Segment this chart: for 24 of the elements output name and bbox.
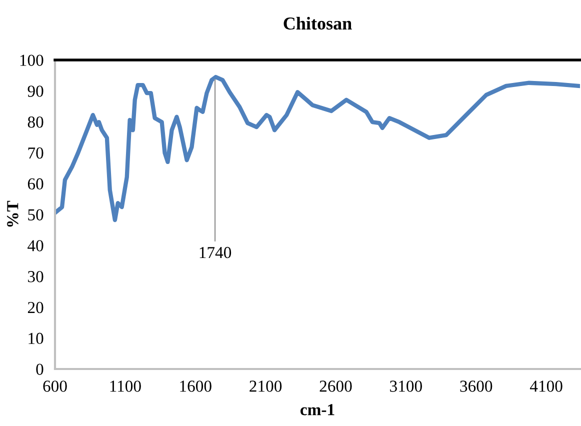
x-tick-label: 3100 (390, 380, 422, 392)
y-tick-label: 90 (28, 86, 44, 97)
y-tick-label: 0 (36, 364, 44, 375)
x-tick-label: 4100 (530, 380, 562, 392)
y-tick-label: 10 (28, 332, 44, 344)
x-axis-title: cm-1 (300, 404, 334, 416)
y-tick-label: 70 (28, 147, 44, 159)
x-tick-label: 2100 (250, 380, 282, 392)
y-tick-label: 80 (28, 116, 44, 128)
y-tick-label: 100 (20, 54, 44, 66)
y-tick-label: 60 (28, 178, 44, 190)
x-tick-label: 1600 (180, 380, 212, 392)
y-tick-label: 50 (28, 209, 44, 220)
annotation: 1740 (200, 246, 232, 258)
x-tick-label: 3600 (460, 380, 492, 392)
y-axis-title: %T (7, 200, 18, 227)
chart-title: Chitosan (284, 16, 352, 30)
x-tick-label: 1100 (110, 380, 141, 392)
y-tick-label: 30 (28, 271, 44, 282)
x-tick-label: 600 (43, 380, 67, 392)
line-series (55, 74, 580, 222)
y-tick-label: 40 (28, 240, 44, 252)
x-tick-label: 2600 (320, 380, 352, 392)
y-tick-label: 20 (28, 302, 44, 314)
